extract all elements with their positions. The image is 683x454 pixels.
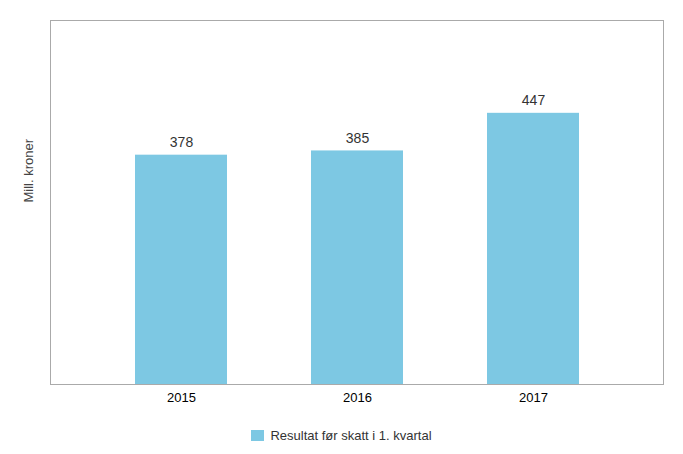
svg-text:2015: 2015 [167, 390, 196, 405]
svg-text:2017: 2017 [519, 390, 548, 405]
svg-text:2016: 2016 [343, 390, 372, 405]
svg-text:Mill. kroner: Mill. kroner [21, 138, 36, 202]
svg-text:447: 447 [522, 92, 546, 108]
html-text:Resultat før skatt i 1. kvarta: Resultat før skatt i 1. kvartal [270, 427, 432, 443]
svg-text:378: 378 [170, 134, 194, 150]
svg-text:385: 385 [346, 130, 370, 146]
